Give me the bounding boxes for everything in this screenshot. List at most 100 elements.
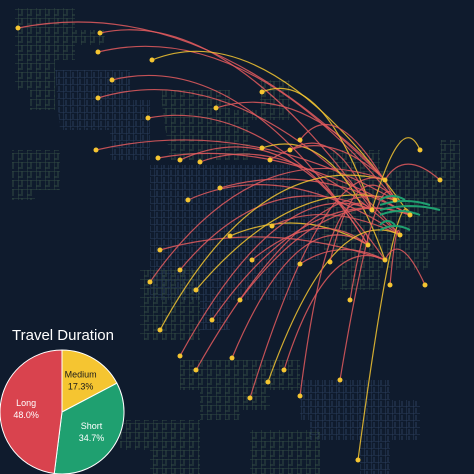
- location-dot: [259, 89, 265, 95]
- location-dot: [337, 377, 343, 383]
- flow-line: [384, 248, 426, 286]
- flow-line: [261, 87, 373, 211]
- location-dot: [95, 95, 101, 101]
- location-dot: [267, 157, 273, 163]
- short-flow: [379, 210, 421, 216]
- slice-percent: 34.7%: [79, 433, 105, 443]
- short-flow: [379, 205, 441, 211]
- slice-label: Long: [16, 398, 36, 408]
- flow-line: [179, 146, 369, 246]
- location-dot: [382, 177, 388, 183]
- location-dot: [149, 57, 155, 63]
- location-dot: [407, 212, 413, 218]
- flow-line: [215, 101, 386, 181]
- pie-slice: [0, 349, 63, 474]
- location-dot: [269, 223, 275, 229]
- flow-line: [187, 184, 401, 236]
- location-dot: [177, 267, 183, 273]
- flow-line: [147, 114, 386, 261]
- flow-line: [283, 255, 386, 371]
- flow-line: [261, 143, 386, 261]
- location-dot: [259, 145, 265, 151]
- location-dot: [249, 257, 255, 263]
- flow-line: [97, 45, 396, 201]
- short-flow: [379, 200, 431, 206]
- flow-line: [97, 88, 401, 236]
- flow-line: [251, 227, 369, 261]
- location-dot: [217, 185, 223, 191]
- flow-line: [95, 139, 396, 201]
- location-dot: [209, 317, 215, 323]
- flow-line: [329, 184, 396, 263]
- location-dot: [437, 177, 443, 183]
- location-dot: [417, 147, 423, 153]
- flow-line: [299, 202, 373, 397]
- location-dot: [392, 197, 398, 203]
- location-dot: [197, 159, 203, 165]
- flow-line: [384, 163, 441, 181]
- location-dot: [247, 395, 253, 401]
- flow-line: [357, 208, 411, 461]
- location-dot: [97, 30, 103, 36]
- location-dot: [15, 25, 21, 31]
- flow-line: [99, 29, 373, 211]
- location-dot: [327, 259, 333, 265]
- flow-line: [289, 142, 373, 211]
- location-dot: [281, 367, 287, 373]
- location-dot: [227, 233, 233, 239]
- location-dot: [177, 353, 183, 359]
- flow-lines: [15, 21, 443, 463]
- short-flow: [379, 220, 396, 226]
- location-dot: [109, 77, 115, 83]
- location-dot: [422, 282, 428, 288]
- flow-line: [371, 137, 421, 211]
- location-dot: [297, 393, 303, 399]
- location-dot: [287, 147, 293, 153]
- flow-line: [349, 232, 369, 301]
- location-dot: [369, 207, 375, 213]
- short-flow: [379, 195, 406, 201]
- slice-label: Short: [81, 421, 103, 431]
- flow-line: [149, 167, 386, 283]
- location-dot: [297, 261, 303, 267]
- location-dot: [355, 457, 361, 463]
- location-dot: [157, 247, 163, 253]
- location-dot: [297, 137, 303, 143]
- location-dot: [155, 155, 161, 161]
- flow-line: [299, 249, 386, 265]
- location-dot: [95, 49, 101, 55]
- slice-percent: 17.3%: [68, 382, 94, 392]
- slice-label: Medium: [65, 370, 97, 380]
- location-dot: [347, 297, 353, 303]
- pie-slice: [61, 349, 118, 413]
- short-flow: [379, 225, 411, 231]
- flow-line: [179, 202, 373, 357]
- chart-title: Travel Duration: [12, 327, 114, 344]
- location-dot: [93, 147, 99, 153]
- flow-line: [339, 190, 396, 381]
- flow-line: [249, 177, 386, 399]
- location-dot: [177, 157, 183, 163]
- pie-chart: Medium 17.3% Short 34.7% Long 48.0%: [0, 349, 125, 474]
- location-dot: [213, 105, 219, 111]
- location-dot: [193, 287, 199, 293]
- location-dot: [265, 379, 271, 385]
- flow-line: [159, 236, 386, 261]
- location-dot: [365, 242, 371, 248]
- location-dot: [387, 282, 393, 288]
- flow-line: [159, 174, 386, 331]
- location-dot: [145, 115, 151, 121]
- location-dot: [193, 367, 199, 373]
- location-dot: [397, 232, 403, 238]
- flow-line: [231, 234, 369, 359]
- flow-line: [267, 229, 401, 383]
- location-dot: [237, 297, 243, 303]
- location-dot: [157, 327, 163, 333]
- location-dot: [382, 257, 388, 263]
- location-dot: [147, 279, 153, 285]
- slice-percent: 48.0%: [13, 410, 39, 420]
- street-network: [12, 8, 460, 474]
- location-dot: [185, 197, 191, 203]
- flow-line: [195, 194, 396, 291]
